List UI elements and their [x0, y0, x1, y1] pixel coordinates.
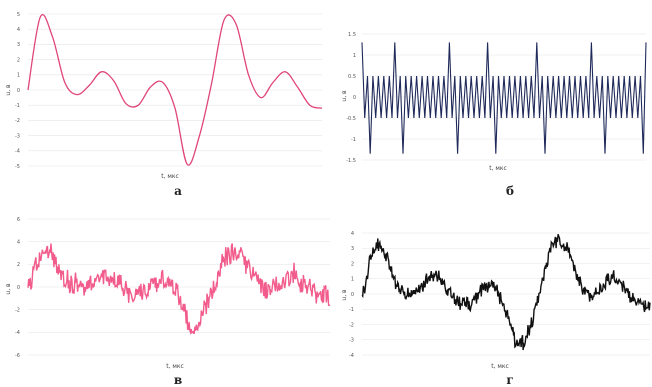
y-tick-label: 0 — [353, 95, 356, 101]
caption-a: а — [174, 184, 182, 198]
y-tick-label: 1 — [351, 277, 354, 283]
y-axis-label: u, в — [5, 283, 12, 295]
y-tick-label: -5 — [15, 164, 20, 170]
chart-panel-g: 4 3 2 1 0 -1 -2 -3 -4 t, мкс u, в г — [340, 205, 652, 387]
chart-b: 1.5 1 0.5 0 -0.5 -1 -1.5 t, мкс u, в — [341, 32, 647, 172]
y-tick-label: 4 — [17, 27, 20, 33]
chart-v: 6 4 2 0 -2 -4 -6 t, мкс u, в — [5, 217, 331, 370]
y-tick-label: 3 — [17, 42, 20, 48]
chart-a: 5 4 3 2 1 0 -1 -2 -3 -4 -5 t, мкс u, в — [5, 12, 323, 180]
y-tick-label: 4 — [351, 231, 354, 237]
y-tick-label: -2 — [15, 307, 20, 313]
caption-b: б — [505, 184, 514, 198]
y-tick-label: -4 — [349, 353, 354, 359]
y-tick-label: 2 — [17, 262, 20, 268]
y-tick-label: 1.5 — [348, 32, 356, 38]
y-tick-label: 2 — [17, 57, 20, 63]
y-tick-label: -2 — [349, 322, 354, 328]
y-tick-label: -1 — [349, 307, 354, 313]
y-tick-label: -2 — [15, 118, 20, 124]
y-tick-label: 4 — [17, 239, 20, 245]
y-tick-label: -4 — [15, 330, 20, 336]
y-tick-label: -1 — [15, 103, 20, 109]
series-line — [361, 42, 647, 154]
y-tick-label: 0 — [351, 292, 354, 298]
y-tick-label: 0 — [17, 285, 20, 291]
series-line — [27, 14, 323, 166]
y-tick-label: -0.5 — [346, 116, 356, 122]
y-axis-label: u, в — [341, 90, 348, 102]
chart-panel-a: 5 4 3 2 1 0 -1 -2 -3 -4 -5 t, мкс u, в а — [0, 0, 330, 205]
y-tick-label: -1 — [351, 137, 356, 143]
y-tick-label: 6 — [17, 217, 20, 223]
y-tick-label: 2 — [351, 261, 354, 267]
x-axis-label: t, мкс — [489, 165, 507, 172]
chart-g: 4 3 2 1 0 -1 -2 -3 -4 t, мкс u, в — [341, 231, 651, 370]
chart-panel-v: 6 4 2 0 -2 -4 -6 t, мкс u, в в — [0, 205, 335, 387]
y-axis-label: u, в — [5, 84, 12, 96]
x-axis-label: t, мкс — [161, 173, 179, 180]
series-line — [361, 233, 651, 351]
y-tick-label: 3 — [351, 246, 354, 252]
caption-v: в — [173, 373, 183, 387]
y-tick-label: -3 — [15, 133, 20, 139]
y-tick-label: 1 — [353, 53, 356, 59]
y-tick-label: 1 — [17, 73, 20, 79]
y-axis-label: u, в — [341, 289, 348, 301]
y-tick-label: -6 — [15, 353, 20, 359]
x-axis-label: t, мкс — [166, 363, 184, 370]
y-tick-label: -3 — [349, 338, 354, 344]
y-tick-label: 5 — [17, 12, 20, 18]
y-tick-label: -1.5 — [346, 158, 356, 164]
x-axis-label: t, мкс — [491, 363, 509, 370]
y-tick-label: 0.5 — [348, 74, 356, 80]
chart-panel-b: 1.5 1 0.5 0 -0.5 -1 -1.5 t, мкс u, в б — [340, 0, 652, 205]
series-line — [27, 243, 331, 335]
y-tick-label: 0 — [17, 88, 20, 94]
caption-g: г — [506, 373, 514, 387]
y-tick-label: -4 — [15, 149, 20, 155]
